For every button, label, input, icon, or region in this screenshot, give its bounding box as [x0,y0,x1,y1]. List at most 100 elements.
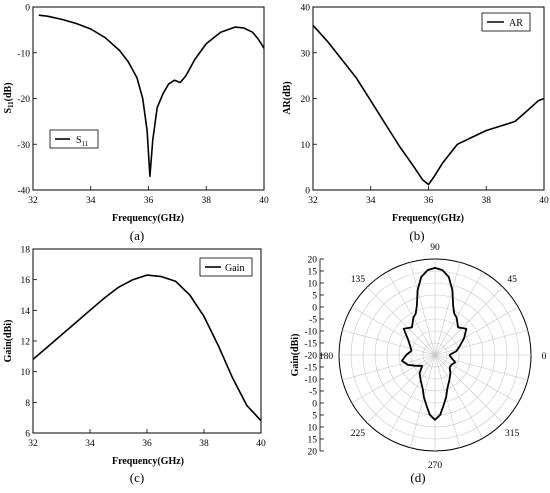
panel-a-legend-box [49,129,99,149]
panel-c-y-tick-label: 12 [21,338,31,348]
panel-d-grid-spoke [386,271,436,356]
panel-c-series-line [32,274,262,422]
panel-b-x-tick-label: 32 [308,196,318,206]
panel-c-y-tick-label: 6 [25,430,30,440]
panel-b-legend-label: AR [509,18,523,29]
panel-d-grid-spoke [366,354,436,424]
panel-d-r-axis-title: Gain(dBi) [290,334,301,377]
panel-d-r-ticks: 20 15 10 5 0 -5 -10 -15 -20 -15 -10 -5 0 5 10 15 20 [304,256,324,458]
panel-d-grid-spoke [434,354,519,404]
panel-d-r-tick-label: 15 [308,268,318,278]
panel-b: 32 34 36 38 40 0 10 20 30 40 AR AR(dB) Frequency(… [282,4,549,244]
panel-b-legend: AR [481,12,531,32]
panel-d-r-tick-label: -15 [304,364,317,374]
panel-d-grid-spoke [409,354,436,448]
panel-d-r-tick-label: 10 [308,424,318,434]
panel-d-r-tick-label: 5 [312,292,317,302]
panel-d-grid-spoke [434,271,484,356]
panel-c: 32 34 36 38 40 6 8 10 12 14 16 18 Gain Gain(dBi) Fr… [3,246,266,486]
panel-b-series-line [312,24,545,186]
panel-d-grid-spoke [434,286,504,356]
panel-b-x-axis-title: Frequency(GHz) [392,213,464,224]
panel-d-grid-spoke [434,354,484,439]
panel-d-angle-label: 90 [430,243,440,253]
panel-d-angle-label: 225 [351,429,366,439]
panel-d-grid-spoke [434,354,461,448]
panel-d-r-tick-label: 5 [312,412,317,422]
panel-c-marks: 32 34 36 38 40 6 8 10 12 14 16 18 [21,246,267,450]
panel-a-y-tick-label: -20 [17,95,30,105]
panel-c-x-tick-label: 40 [256,439,266,449]
panel-c-y-tick-label: 16 [21,276,31,286]
panel-c-y-tick-label: 10 [21,368,31,378]
panel-c-y-tick-label: 8 [25,399,30,409]
panel-d-grid-spoke [434,329,528,356]
panel-d-grid-spoke [342,354,436,381]
panel-a-series-line [38,14,265,178]
panel-d-r-tick-label: -10 [304,328,317,338]
panel-c-x-tick-label: 36 [142,439,152,449]
panel-d-grid-spoke [386,354,436,439]
panel-d-angle-label: 0 [542,352,547,362]
panel-b-x-tick-label: 34 [366,196,376,206]
panel-d-r-tick-label: -10 [304,376,317,386]
panel-d-grid-spoke [434,262,461,356]
panel-a-x-axis-title: Frequency(GHz) [112,213,184,224]
panel-c-x-tick-label: 32 [28,439,38,449]
panel-d-r-tick-label: -5 [309,316,317,326]
panel-b-y-tick-label: 20 [301,95,311,105]
panel-a-label: (a) [130,228,144,243]
panel-d-angle-label: 135 [351,275,366,285]
panel-a: 32 34 36 38 40 0 -10 -20 -30 -40 S11 S11(dB) Freq… [3,4,269,244]
panel-d-pattern-line [400,266,468,421]
panel-d-label: (d) [410,470,425,485]
panel-d-r-tick-label: 0 [312,304,317,314]
panel-d-r-tick-label: 15 [308,436,318,446]
panel-a-y-axis-title: S11(dB) [3,82,15,113]
panel-d-grid-spoke [366,286,436,356]
panel-a-x-tick-label: 40 [259,196,269,206]
panel-b-x-tick-label: 38 [482,196,492,206]
panel-c-label: (c) [130,470,144,485]
panel-c-frame [32,248,262,434]
panel-b-y-axis-title: AR(dB) [282,81,293,114]
panel-d-r-tick-label: -5 [309,388,317,398]
panel-d-angle-label: 45 [507,275,517,285]
panel-d-r-tick-label: 10 [308,280,318,290]
panel-c-legend: Gain [199,257,253,277]
panel-b-y-tick-label: 10 [301,141,311,151]
panel-b-x-tick-label: 36 [424,196,434,206]
panel-b-frame [312,6,545,191]
panel-a-x-tick-label: 36 [144,196,154,206]
panel-d-grid-spoke [351,354,436,404]
panel-a-legend: S11 [49,129,99,149]
panel-d-r-tick-label: -20 [304,352,317,362]
panel-d-grid: 90 45 0 315 270 225 180 135 [319,243,547,471]
panel-c-legend-label: Gain [225,263,244,274]
panel-a-y-tick-label: -40 [17,187,30,197]
panel-c-y-tick-label: 14 [21,307,31,317]
panel-b-x-tick-label: 40 [539,196,549,206]
panel-a-legend-label: S11 [76,135,89,148]
panel-d-grid-spoke [409,262,436,356]
panel-d-grid-spoke [351,306,436,356]
panel-a-y-tick-label: -10 [17,49,30,59]
panel-c-y-tick-label: 18 [21,246,31,256]
panel-b-label: (b) [409,228,424,243]
panel-a-x-tick-label: 34 [86,196,96,206]
panel-c-x-tick-label: 34 [85,439,95,449]
panel-a-y-tick-label: -30 [17,141,30,151]
panel-c-y-axis-title: Gain(dBi) [3,320,14,363]
panel-b-y-tick-label: 0 [305,187,310,197]
panel-b-legend-box [481,12,531,32]
panel-d-grid-spoke [342,329,436,356]
panel-b-y-tick-label: 30 [301,49,311,59]
panel-d-r-tick-label: -15 [304,340,317,350]
panel-c-x-tick-label: 38 [199,439,209,449]
panel-a-marks: 32 34 36 38 40 0 -10 -20 -30 -40 [17,4,269,207]
panel-c-x-axis-title: Frequency(GHz) [112,456,184,467]
panel-a-x-tick-label: 32 [28,196,38,206]
panel-d-r-tick-label: 0 [312,400,317,410]
